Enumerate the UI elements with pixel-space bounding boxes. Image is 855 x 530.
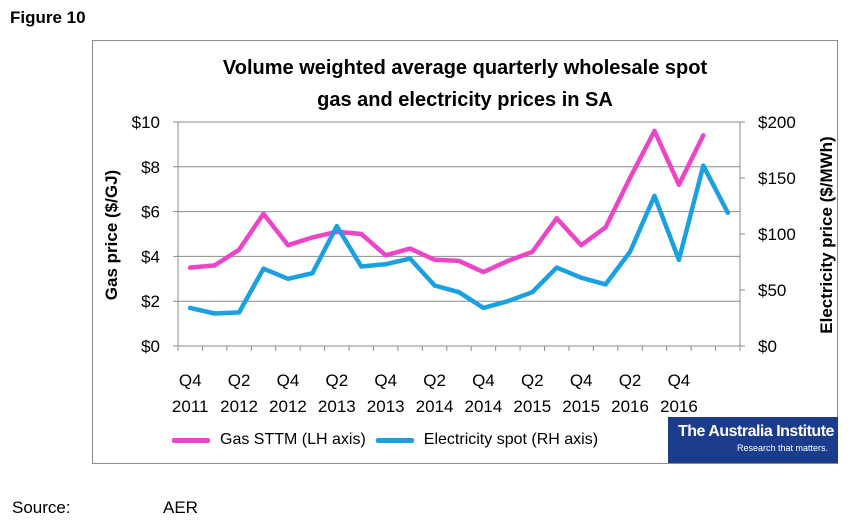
legend-swatch-electricity	[375, 437, 414, 443]
x-tick-label-quarter: Q2	[619, 371, 642, 390]
logo-name: The Australia Institute	[678, 423, 834, 440]
gas-series-line	[187, 128, 706, 275]
gas-data-point	[310, 235, 315, 240]
gas-data-point	[530, 249, 535, 255]
x-tick-label-year: 2014	[465, 397, 503, 416]
gas-data-point	[481, 269, 486, 275]
x-tick-label-quarter: Q2	[228, 371, 251, 390]
electricity-data-point	[676, 257, 682, 262]
x-tick-label-year: 2014	[416, 397, 454, 416]
electricity-data-point	[188, 305, 193, 311]
logo-tagline: Research that matters.	[736, 443, 828, 453]
chart-title-line2: gas and electricity prices in SA	[317, 89, 613, 111]
y-axis-right-title: Electricity price ($/MWh)	[817, 136, 836, 333]
electricity-data-point	[359, 264, 364, 269]
electricity-data-point	[236, 310, 242, 315]
y-right-tick-label: $0	[758, 337, 777, 356]
x-tick-label-year: 2016	[611, 397, 649, 416]
x-tick-label-quarter: Q4	[277, 371, 300, 390]
chart-legend: Gas STTM (LH axis) Electricity spot (RH …	[172, 428, 608, 452]
electricity-data-point	[432, 283, 437, 288]
x-tick-label-quarter: Q2	[325, 371, 348, 390]
x-tick-label-year: 2015	[562, 397, 600, 416]
electricity-data-point	[603, 282, 608, 287]
x-tick-label-year: 2015	[513, 397, 551, 416]
gas-data-point	[407, 246, 413, 251]
gas-data-point	[579, 243, 584, 248]
x-tick-label-quarter: Q4	[179, 371, 202, 390]
electricity-data-point	[383, 262, 388, 267]
x-tick-label-quarter: Q2	[521, 371, 544, 390]
chart-title: Volume weighted average quarterly wholes…	[92, 52, 838, 116]
x-tick-label-year: 2013	[367, 397, 405, 416]
australia-institute-logo: The Australia Institute Research that ma…	[668, 417, 838, 463]
legend-label-electricity: Electricity spot (RH axis)	[423, 431, 599, 448]
figure-label: Figure 10	[10, 8, 86, 27]
electricity-data-point	[627, 249, 633, 255]
source-value: AER	[163, 498, 198, 517]
y-left-tick-label: $0	[141, 337, 160, 356]
gas-data-point	[212, 263, 217, 268]
gas-data-point	[701, 133, 706, 138]
electricity-data-point	[481, 305, 486, 311]
gas-data-point	[383, 253, 388, 258]
chart-title-line1: Volume weighted average quarterly wholes…	[222, 57, 708, 79]
gas-data-point	[554, 216, 559, 221]
y-left-tick-label: $10	[132, 113, 160, 132]
electricity-data-point	[456, 290, 462, 295]
legend-swatch-gas	[172, 437, 210, 443]
y-right-tick-label: $50	[758, 281, 786, 300]
y-right-tick-label: $200	[758, 113, 796, 132]
legend-label-gas: Gas STTM (LH axis)	[220, 431, 366, 448]
y-right-tick-label: $100	[758, 225, 796, 244]
chart-frame	[92, 40, 838, 464]
y-left-tick-label: $6	[141, 203, 160, 222]
x-tick-label-quarter: Q4	[472, 371, 495, 390]
x-tick-label-quarter: Q2	[423, 371, 446, 390]
gas-data-point	[285, 243, 291, 248]
electricity-data-point	[334, 224, 339, 229]
electricity-data-point	[554, 265, 559, 270]
x-tick-label-year: 2016	[660, 397, 698, 416]
electricity-data-point	[212, 311, 217, 316]
gas-data-point	[236, 247, 242, 252]
gas-data-point	[261, 211, 266, 216]
x-tick-label-year: 2013	[318, 397, 356, 416]
electricity-data-point	[285, 276, 291, 281]
gas-data-point	[456, 258, 462, 264]
y-left-tick-label: $2	[141, 292, 160, 311]
electricity-data-point	[310, 271, 315, 276]
gas-data-point	[627, 175, 633, 181]
electricity-data-point	[701, 163, 706, 168]
gas-data-point	[432, 257, 437, 262]
gas-data-point	[505, 258, 511, 264]
electricity-data-point	[530, 290, 535, 295]
electricity-data-point	[579, 275, 584, 280]
x-tick-label-year: 2012	[269, 397, 307, 416]
x-tick-label-quarter: Q4	[570, 371, 593, 390]
y-axis-left-title: Gas price ($/GJ)	[102, 170, 121, 300]
x-tick-label-year: 2011	[172, 397, 209, 416]
gas-data-point	[676, 182, 682, 187]
gas-data-point	[359, 231, 364, 237]
y-left-tick-label: $4	[141, 247, 160, 266]
electricity-data-point	[505, 299, 511, 304]
electricity-data-point	[725, 210, 730, 215]
y-right-tick-label: $150	[758, 169, 796, 188]
y-left-tick-label: $8	[141, 158, 160, 177]
electricity-data-point	[652, 193, 657, 199]
electricity-data-point	[407, 256, 413, 261]
electricity-data-point	[261, 266, 266, 271]
legend-item-electricity: Electricity spot (RH axis)	[375, 431, 599, 449]
x-tick-label-quarter: Q4	[374, 371, 397, 390]
gas-data-point	[603, 225, 608, 230]
x-tick-label-quarter: Q4	[668, 371, 691, 390]
x-tick-label-year: 2012	[220, 397, 258, 416]
gas-data-point	[188, 265, 193, 270]
gas-data-point	[652, 128, 657, 134]
legend-item-gas: Gas STTM (LH axis)	[172, 431, 366, 449]
source-label: Source:	[12, 498, 71, 517]
